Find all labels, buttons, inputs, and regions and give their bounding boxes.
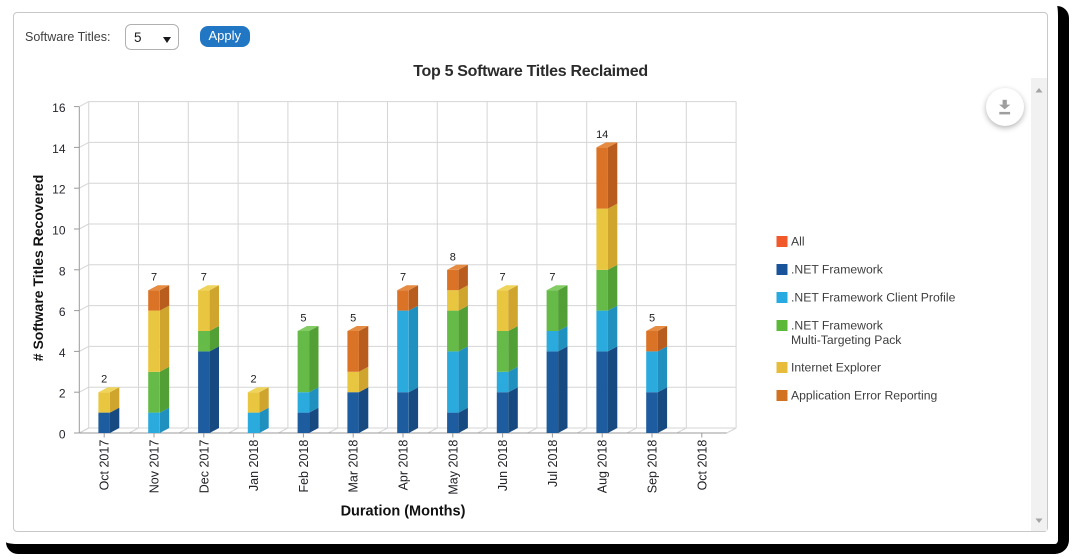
svg-text:8: 8 — [59, 264, 66, 278]
svg-text:2: 2 — [59, 387, 66, 401]
svg-text:May 2018: May 2018 — [446, 440, 460, 495]
svg-text:6: 6 — [59, 305, 66, 319]
svg-text:5: 5 — [350, 313, 356, 325]
svg-text:10: 10 — [52, 224, 66, 238]
svg-text:16: 16 — [52, 101, 66, 115]
svg-text:Dec 2017: Dec 2017 — [197, 440, 211, 494]
svg-text:7: 7 — [151, 272, 157, 284]
svg-text:7: 7 — [549, 272, 555, 284]
svg-text:Mar 2018: Mar 2018 — [347, 440, 361, 493]
svg-text:Duration (Months): Duration (Months) — [341, 504, 466, 520]
svg-text:Multi-Targeting Pack: Multi-Targeting Pack — [791, 333, 902, 347]
svg-text:Jan 2018: Jan 2018 — [247, 440, 261, 491]
svg-text:Top 5 Software Titles Reclaime: Top 5 Software Titles Reclaimed — [413, 63, 648, 80]
svg-text:7: 7 — [400, 272, 406, 284]
svg-text:2: 2 — [101, 374, 107, 386]
svg-text:.NET Framework: .NET Framework — [791, 263, 884, 277]
svg-text:2: 2 — [251, 374, 257, 386]
svg-text:14: 14 — [52, 142, 66, 156]
svg-text:Feb 2018: Feb 2018 — [297, 440, 311, 493]
svg-text:8: 8 — [450, 251, 456, 263]
svg-text:.NET Framework: .NET Framework — [791, 319, 884, 333]
svg-text:Apr 2018: Apr 2018 — [397, 440, 411, 491]
svg-text:Oct 2018: Oct 2018 — [695, 440, 709, 491]
svg-text:.NET Framework Client Profile: .NET Framework Client Profile — [791, 291, 956, 305]
svg-text:# Software Titles Recovered: # Software Titles Recovered — [30, 175, 46, 361]
svg-text:4: 4 — [59, 346, 66, 360]
svg-text:Application Error Reporting: Application Error Reporting — [791, 389, 937, 403]
svg-text:7: 7 — [500, 272, 506, 284]
svg-text:Nov 2017: Nov 2017 — [148, 440, 162, 494]
svg-text:Jun 2018: Jun 2018 — [496, 440, 510, 491]
svg-text:12: 12 — [52, 183, 66, 197]
svg-text:7: 7 — [201, 272, 207, 284]
svg-text:Jul 2018: Jul 2018 — [546, 440, 560, 487]
svg-text:5: 5 — [649, 313, 655, 325]
svg-text:Oct 2017: Oct 2017 — [98, 440, 112, 491]
svg-text:0: 0 — [59, 428, 66, 442]
svg-text:All: All — [791, 235, 805, 249]
svg-text:5: 5 — [300, 313, 306, 325]
svg-text:Internet Explorer: Internet Explorer — [791, 361, 881, 375]
svg-text:Sep 2018: Sep 2018 — [646, 440, 660, 494]
svg-text:Aug 2018: Aug 2018 — [596, 440, 610, 494]
svg-text:14: 14 — [596, 129, 608, 141]
